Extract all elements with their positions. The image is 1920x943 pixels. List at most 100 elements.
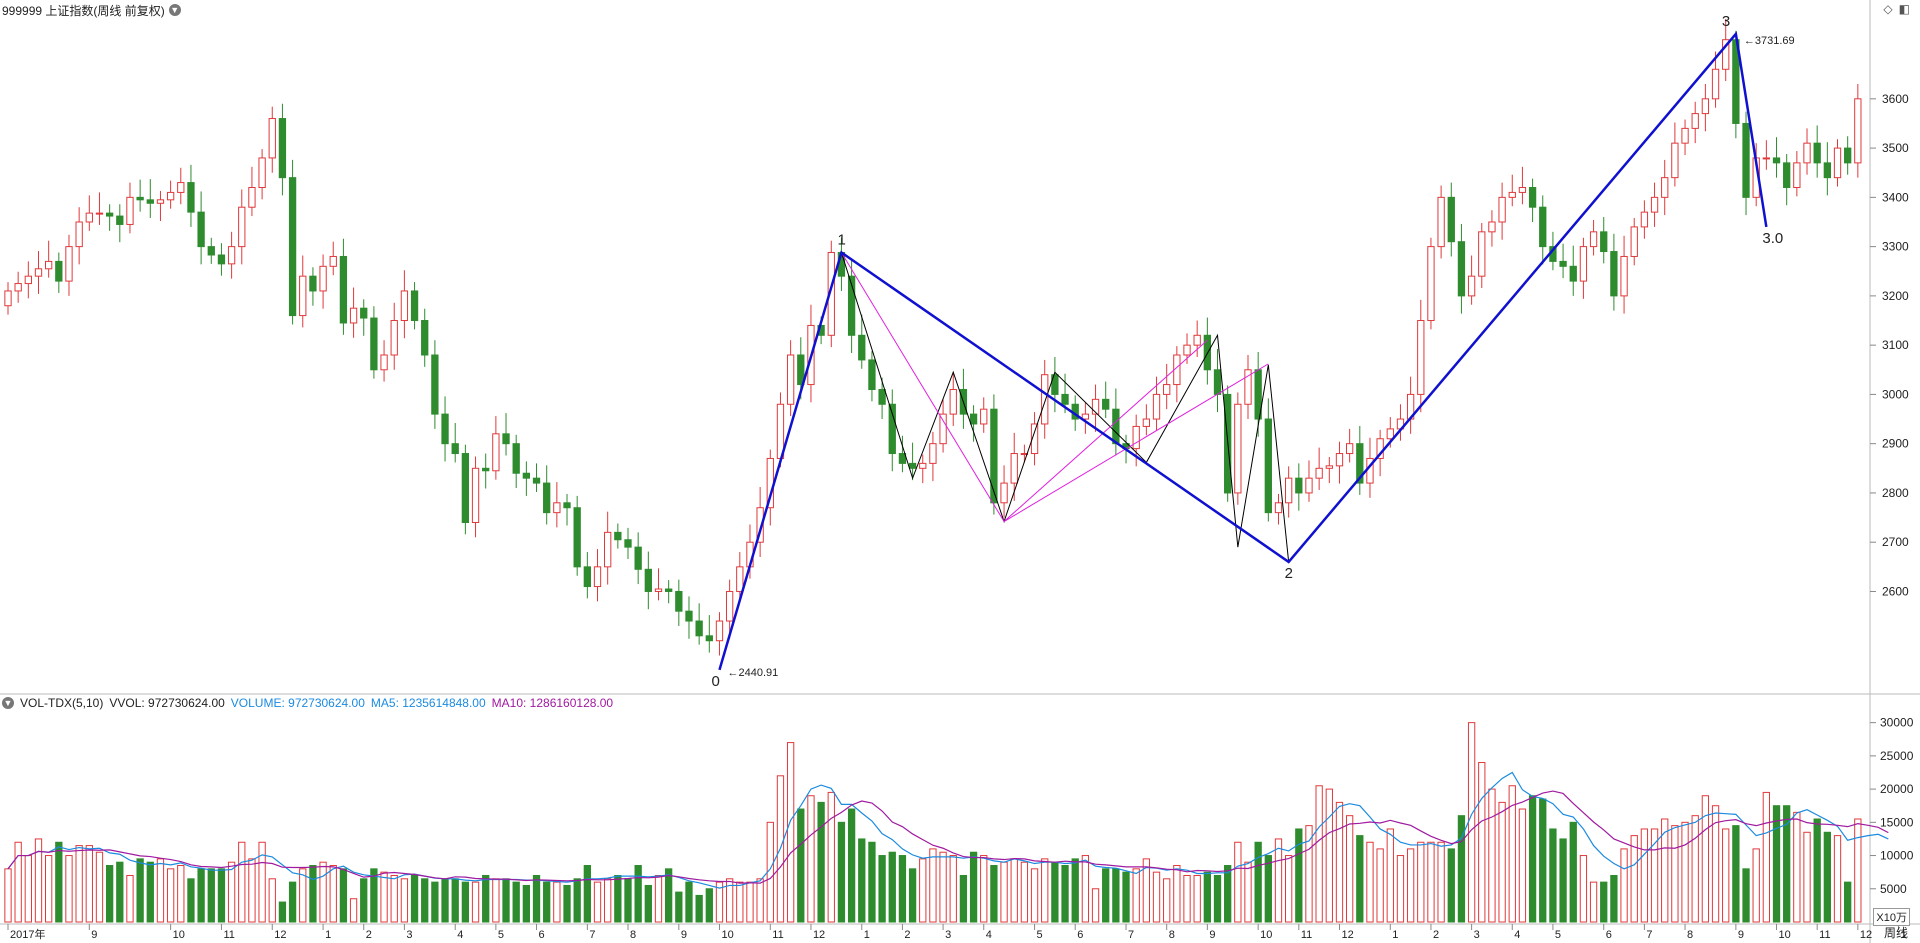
candle-body xyxy=(929,443,937,464)
candle-body xyxy=(482,467,490,472)
volume-bar xyxy=(1600,881,1608,923)
volume-bar xyxy=(187,878,195,923)
candle-body xyxy=(888,403,896,455)
volume-bar xyxy=(878,855,886,923)
candle-body xyxy=(217,254,226,265)
candle-body xyxy=(1793,162,1801,188)
x-tick-label: 8 xyxy=(1169,929,1175,941)
wave-label: 0 xyxy=(711,673,719,690)
wave-main-line xyxy=(718,31,1768,671)
candle-body xyxy=(105,212,114,217)
candle-body xyxy=(1030,423,1039,455)
candle-body xyxy=(583,566,591,588)
volume-bar xyxy=(827,791,835,923)
candle-body xyxy=(1518,187,1527,193)
volume-bar xyxy=(380,871,388,923)
volume-bar xyxy=(1142,858,1151,923)
wave-label: 2 xyxy=(1285,565,1293,582)
candle-body xyxy=(166,191,175,201)
candle-body xyxy=(1722,39,1730,70)
volume-bar xyxy=(370,868,378,923)
candle-body xyxy=(1772,157,1781,164)
volume-bar xyxy=(634,865,642,923)
candle-body xyxy=(1823,162,1831,179)
candle-body xyxy=(1803,142,1811,164)
candle-body xyxy=(1305,477,1313,494)
x-tick-label: 5 xyxy=(1037,929,1043,941)
volume-bar xyxy=(1020,861,1029,923)
volume-bar xyxy=(1620,848,1628,923)
volume-bar xyxy=(1345,815,1354,923)
candle-body xyxy=(786,354,795,405)
volume-bar xyxy=(431,881,439,923)
volume-bar xyxy=(1681,821,1689,923)
wave-sub-line xyxy=(841,252,1269,523)
volume-indicator-name: VOL-TDX(5,10) xyxy=(20,696,104,710)
x-tick-label: 8 xyxy=(630,929,636,941)
candle-body xyxy=(1051,374,1059,395)
volume-bar xyxy=(685,881,693,923)
price-tick-label: 3100 xyxy=(1882,338,1909,352)
candle-body xyxy=(65,246,73,282)
volume-bar xyxy=(715,881,724,923)
candle-body xyxy=(553,502,561,514)
candle-body xyxy=(1498,196,1506,223)
volume-bar xyxy=(1752,848,1760,923)
volume-bar xyxy=(1224,865,1232,923)
volume-bar xyxy=(1559,838,1567,923)
volume-bar xyxy=(217,868,226,923)
candle-body xyxy=(847,275,856,336)
volume-tick-label: 15000 xyxy=(1880,815,1914,829)
candle-body xyxy=(238,206,246,248)
candle-body xyxy=(1630,226,1638,257)
candle-body xyxy=(339,255,348,324)
price-tick-label: 3000 xyxy=(1882,387,1909,401)
panel-icon[interactable]: ◧ xyxy=(1898,2,1910,16)
candle-body xyxy=(1142,418,1151,427)
chevron-down-icon[interactable]: ▼ xyxy=(168,4,181,16)
candle-body xyxy=(1345,443,1354,455)
price-tick-label: 3400 xyxy=(1882,190,1909,204)
candle-body xyxy=(1742,122,1750,198)
diamond-icon[interactable]: ◇ xyxy=(1883,2,1893,16)
candle-body xyxy=(624,539,632,548)
candle-body xyxy=(1112,408,1120,445)
volume-bar xyxy=(543,881,551,923)
volume-bar xyxy=(410,874,419,923)
candle-body xyxy=(1437,196,1445,248)
candle-body xyxy=(654,588,663,592)
wave-label: 3 xyxy=(1722,13,1730,30)
volume-bar xyxy=(1528,795,1537,923)
volume-bar xyxy=(1132,868,1140,923)
volume-bar xyxy=(1091,888,1100,923)
volume-bar xyxy=(1163,878,1171,923)
volume-bar xyxy=(1071,858,1079,923)
ma10-value: MA10: 1286160128.00 xyxy=(491,696,614,710)
x-tick-label: 1 xyxy=(864,929,870,941)
candle-body xyxy=(1264,418,1272,514)
extreme-value-label: ←3731.69 xyxy=(1744,35,1795,47)
price-tick-label: 3600 xyxy=(1882,92,1909,106)
candle-body xyxy=(1274,502,1283,514)
volume-bar xyxy=(1833,835,1842,923)
volume-bar xyxy=(969,851,978,923)
volume-bar xyxy=(339,868,348,923)
candle-body xyxy=(248,187,256,208)
candle-body xyxy=(34,268,43,277)
x-tick-label: 4 xyxy=(1514,929,1520,941)
candle-body xyxy=(1244,369,1252,405)
chart-title-bar: 999999 上证指数(周线 前复权) ▼ xyxy=(2,2,181,18)
volume-menu-icon[interactable]: ▼ xyxy=(2,697,14,709)
wave-label: 1 xyxy=(837,232,845,249)
volume-bar xyxy=(1406,848,1415,923)
volume-bar xyxy=(1691,815,1699,923)
candle-body xyxy=(1102,398,1110,410)
candle-body xyxy=(665,588,673,592)
price-tick-label: 2900 xyxy=(1882,437,1909,451)
candle-body xyxy=(116,215,124,225)
volume-bar xyxy=(1274,838,1283,923)
volume-bar xyxy=(1112,868,1120,923)
candle-body xyxy=(705,635,713,642)
volume-value: VOLUME: 972730624.00 xyxy=(230,696,365,710)
volume-bar xyxy=(421,878,429,923)
